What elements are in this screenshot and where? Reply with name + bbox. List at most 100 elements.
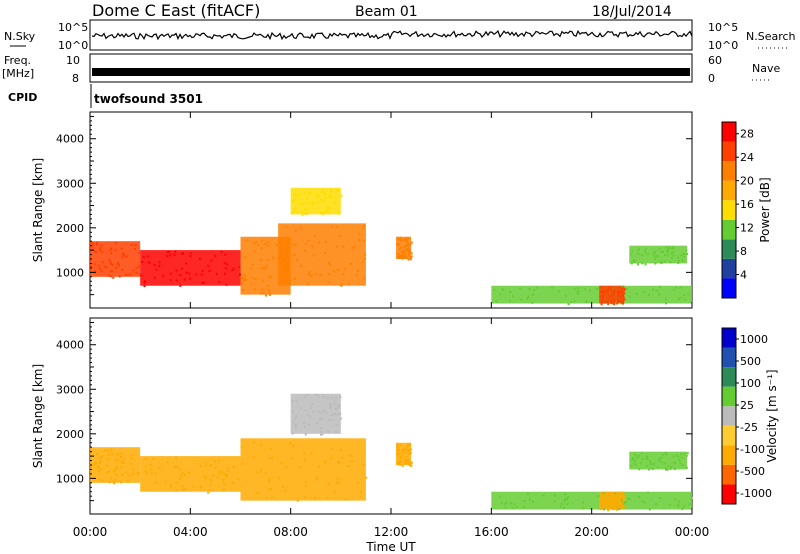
- velocity-speckle-6-56: [605, 494, 608, 497]
- power-speckle-7-50: [602, 289, 605, 292]
- velocity-speckle-4-20: [396, 462, 399, 465]
- power-speckle-0-0: [134, 244, 137, 247]
- velocity-speckle-3-16: [327, 430, 330, 433]
- power-speckle-1-38: [169, 272, 172, 275]
- velocity-speckle-0-41: [114, 478, 117, 481]
- velocity-speckle-7-37: [638, 468, 641, 471]
- velocity-ytick-label-1: 2000: [56, 428, 84, 441]
- velocity-speckle-6-54: [606, 492, 609, 495]
- power-ytick-label-3: 4000: [56, 133, 84, 146]
- power-speckle-3-16: [362, 239, 365, 242]
- velocity-speckle-1-55: [154, 481, 157, 484]
- velocity-speckle-1-25: [176, 466, 179, 469]
- velocity-speckle-5-32: [563, 498, 566, 501]
- velocity-speckle-4-36: [403, 458, 406, 461]
- power-speckle-8-28: [654, 251, 657, 254]
- power-speckle-0-48: [129, 273, 132, 276]
- power-speckle-4-37: [308, 192, 311, 195]
- velocity-speckle-2-3: [252, 456, 255, 459]
- velocity-speckle-0-37: [120, 466, 123, 469]
- power-speckle-7-41: [601, 297, 604, 300]
- power-speckle-7-29: [622, 302, 625, 305]
- velocity-speckle-0-16: [130, 453, 133, 456]
- power-speckle-3-11: [308, 271, 311, 274]
- power-speckle-4-18: [301, 202, 304, 205]
- power-speckle-1-59: [148, 261, 151, 264]
- power-speckle-7-45: [608, 294, 611, 297]
- velocity-speckle-6-53: [620, 503, 623, 506]
- power-speckle-7-52: [612, 303, 615, 306]
- freq-unit-label: [MHz]: [2, 67, 34, 80]
- velocity-speckle-3-6: [293, 417, 296, 420]
- power-speckle-0-51: [90, 265, 93, 268]
- velocity-speckle-0-5: [100, 468, 103, 471]
- power-speckle-6-32: [526, 296, 529, 299]
- power-speckle-6-39: [651, 288, 654, 291]
- velocity-speckle-6-1: [610, 506, 613, 509]
- power-region-4: [290, 187, 341, 215]
- velocity-speckle-7-13: [640, 452, 643, 455]
- power-speckle-3-29: [307, 283, 310, 286]
- velocity-colorbar-step-1: [722, 464, 736, 485]
- velocity-speckle-1-44: [217, 459, 220, 462]
- power-speckle-7-36: [620, 291, 623, 294]
- freq-tick-bottom: 8: [72, 72, 79, 85]
- velocity-speckle-5-56: [504, 506, 507, 509]
- time-axis: 00:00 04:00 08:00 12:00 16:00 20:00 00:00: [73, 112, 709, 539]
- velocity-speckle-1-51: [223, 483, 226, 486]
- power-speckle-7-11: [600, 291, 603, 294]
- power-speckle-8-59: [644, 248, 647, 251]
- velocity-speckle-6-26: [602, 500, 605, 503]
- velocity-speckle-0-49: [120, 455, 123, 458]
- velocity-speckle-0-31: [100, 455, 103, 458]
- power-speckle-7-31: [622, 296, 625, 299]
- power-speckle-8-52: [632, 258, 635, 261]
- velocity-speckle-3-44: [333, 400, 336, 403]
- power-speckle-5-7: [409, 258, 412, 261]
- power-speckle-3-38: [339, 234, 342, 237]
- power-speckle-7-56: [601, 295, 604, 298]
- power-speckle-3-58: [343, 267, 346, 270]
- velocity-speckle-5-40: [624, 500, 627, 503]
- power-speckle-7-46: [607, 289, 610, 292]
- power-speckle-4-58: [326, 206, 329, 209]
- power-speckle-6-25: [629, 295, 632, 298]
- power-speckle-3-50: [351, 247, 354, 250]
- power-speckle-4-42: [301, 214, 304, 217]
- velocity-speckle-6-3: [623, 499, 626, 502]
- power-speckle-5-54: [405, 248, 408, 251]
- velocity-speckle-7-25: [666, 468, 669, 471]
- power-speckle-2-52: [242, 277, 245, 280]
- power-speckle-4-28: [333, 201, 336, 204]
- power-speckle-0-42: [122, 253, 125, 256]
- velocity-speckle-5-46: [542, 494, 545, 497]
- power-speckle-3-19: [358, 239, 361, 242]
- velocity-speckle-2-43: [260, 444, 263, 447]
- velocity-speckle-1-31: [181, 488, 184, 491]
- velocity-speckle-1-4: [178, 468, 181, 471]
- power-speckle-1-35: [165, 255, 168, 258]
- velocity-speckle-2-7: [359, 490, 362, 493]
- velocity-speckle-3-7: [329, 407, 332, 410]
- velocity-colorbar-tick-label-7: -1000: [740, 487, 772, 500]
- power-speckle-6-18: [585, 301, 588, 304]
- power-speckle-0-1: [93, 262, 96, 265]
- velocity-speckle-0-33: [114, 459, 117, 462]
- power-speckle-5-5: [405, 240, 408, 243]
- velocity-speckle-1-30: [152, 457, 155, 460]
- power-speckle-3-52: [285, 268, 288, 271]
- power-speckle-1-45: [180, 267, 183, 270]
- velocity-speckle-1-57: [149, 468, 152, 471]
- power-speckle-8-0: [644, 263, 647, 266]
- power-speckle-4-14: [307, 211, 310, 214]
- power-speckle-4-13: [311, 204, 314, 207]
- velocity-speckle-4-33: [409, 448, 412, 451]
- velocity-speckle-0-58: [98, 478, 101, 481]
- power-speckle-4-31: [320, 198, 323, 201]
- power-speckle-0-44: [99, 249, 102, 252]
- power-speckle-1-20: [232, 267, 235, 270]
- power-speckle-2-3: [284, 261, 287, 264]
- power-speckle-1-24: [223, 261, 226, 264]
- velocity-ytick-label-0: 1000: [56, 472, 84, 485]
- power-speckle-2-50: [262, 266, 265, 269]
